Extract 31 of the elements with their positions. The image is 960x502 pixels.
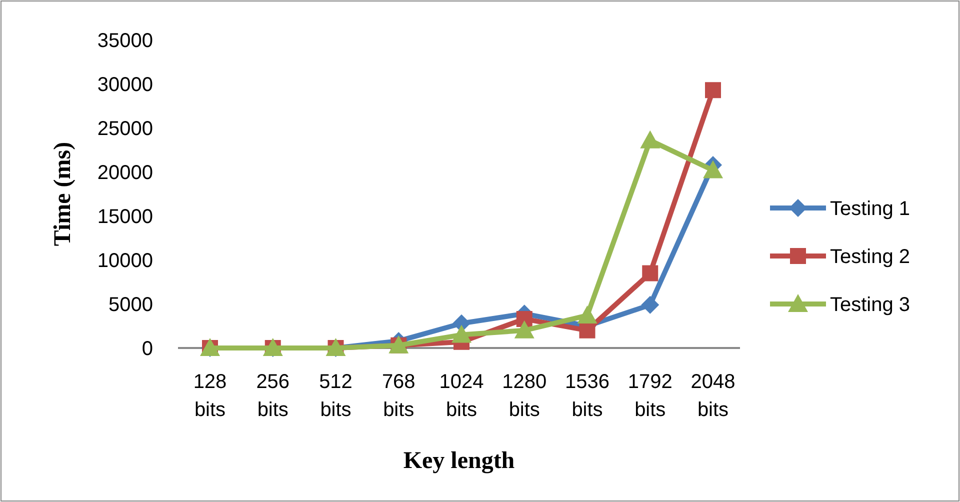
x-tick-label: 1536 bits (565, 371, 610, 421)
x-tick-label: 128 bits (193, 371, 227, 421)
point (642, 265, 658, 282)
y-tick-label: 20000 (97, 162, 153, 184)
y-tick-label: 0 (142, 338, 153, 360)
point (705, 82, 721, 98)
y-tick-label: 35000 (97, 30, 153, 52)
point (452, 324, 472, 343)
legend-label: Testing 2 (830, 246, 910, 268)
x-tick-label: 2048 bits (690, 371, 736, 421)
point (641, 296, 660, 314)
y-axis-title: Time (ms) (50, 142, 76, 246)
y-tick-label: 10000 (97, 250, 153, 272)
legend-label: Testing 1 (830, 198, 910, 220)
x-tick-label: 512 bits (319, 371, 352, 421)
point (703, 160, 723, 178)
y-tick-label: 30000 (97, 74, 153, 96)
legend-label: Testing 3 (830, 294, 910, 316)
x-tick-label: 768 bits (382, 371, 416, 421)
point (514, 320, 534, 338)
x-axis-title: Key length (403, 448, 515, 474)
x-tick-label: 1280 bits (502, 371, 547, 421)
x-tick-label: 1792 bits (628, 371, 672, 421)
point (577, 305, 598, 324)
x-tick-label: 256 bits (256, 371, 290, 421)
point (640, 130, 660, 148)
y-tick-label: 15000 (97, 206, 153, 228)
x-tick-label: 1024 bits (439, 371, 484, 421)
y-tick-label: 25000 (97, 118, 153, 140)
y-tick-label: 5000 (108, 294, 153, 316)
point (579, 322, 596, 338)
